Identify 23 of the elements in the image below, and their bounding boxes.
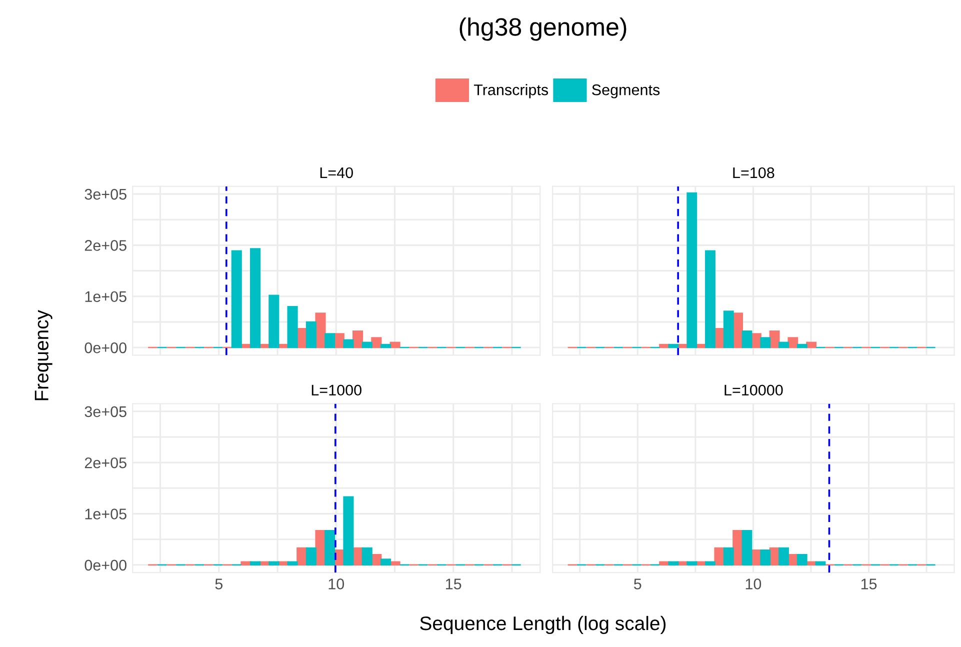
y-axis-title: Frequency: [34, 310, 52, 400]
x-axis-title: Sequence Length (log scale): [420, 616, 666, 634]
x-tick-label: 15: [446, 578, 462, 590]
text: (hg38 genome): [460, 17, 626, 41]
y-tick-label: 3e+05: [84, 188, 126, 200]
y-tick-label: 2e+05: [84, 457, 126, 468]
y-tick-label: 0e+00: [84, 342, 126, 354]
x-tick-label: 5: [634, 578, 642, 590]
x-tick-label: 10: [328, 578, 344, 590]
chart-title: L=10000: [724, 384, 783, 396]
x-tick-label: 10: [746, 578, 762, 590]
y-tick-label: 3e+05: [84, 406, 126, 418]
chart-title: L=40: [320, 167, 353, 178]
chart-title: L=108: [733, 167, 774, 178]
y-tick-label: 2e+05: [84, 240, 126, 251]
chart-title: L=1000: [312, 384, 362, 396]
legend-label: Transcripts: [474, 84, 548, 98]
legend-label: Segments: [592, 84, 660, 98]
x-tick-label: 5: [215, 578, 222, 590]
y-tick-label: 1e+05: [85, 291, 126, 302]
y-tick-label: 0e+00: [84, 560, 126, 571]
x-tick-label: 15: [861, 578, 877, 590]
y-tick-label: 1e+05: [85, 508, 126, 520]
